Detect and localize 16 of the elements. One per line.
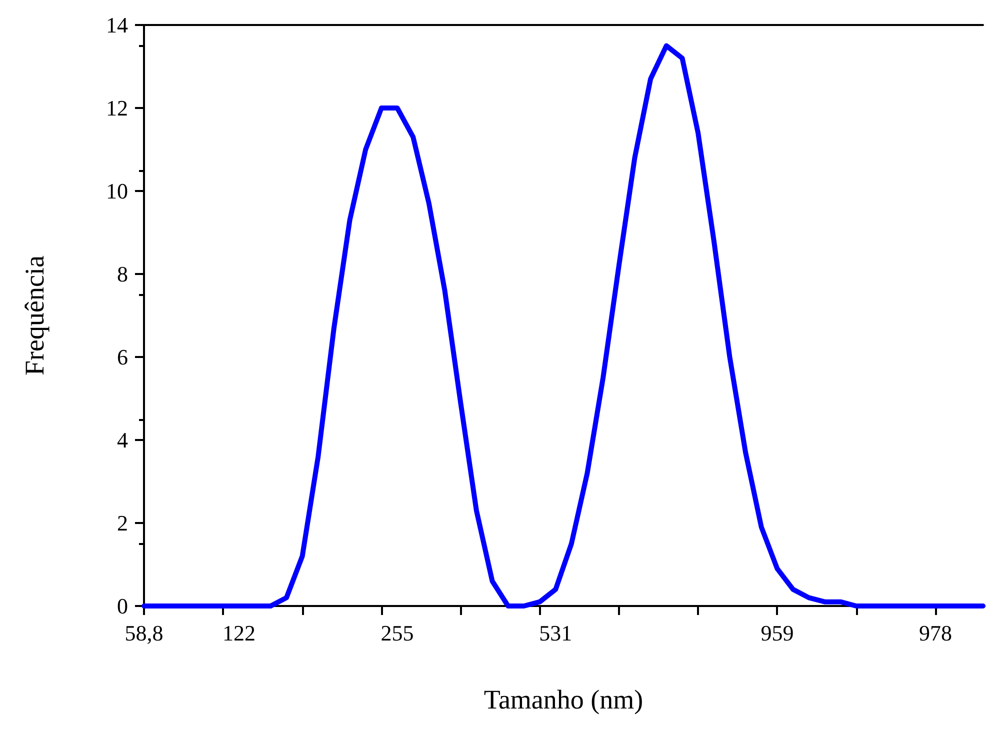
y-tick-label: 10 (106, 178, 128, 204)
y-tick-label: 4 (117, 428, 128, 452)
x-tick-label: 978 (919, 620, 952, 646)
y-tick-label: 2 (117, 510, 128, 536)
x-tick-label: 531 (539, 620, 572, 646)
y-tick-label: 14 (106, 12, 128, 38)
x-tick-label: 255 (380, 620, 414, 646)
y-tick-label: 0 (117, 594, 128, 618)
y-tick-label: 6 (117, 344, 128, 370)
x-axis-title: Tamanho (nm) (484, 684, 644, 714)
x-tick-label: 58,8 (124, 620, 164, 646)
x-tick-label: 959 (760, 620, 794, 646)
x-tick-label: 122 (222, 620, 256, 646)
y-axis-title: Frequência (20, 256, 50, 376)
y-tick-label: 12 (106, 96, 128, 120)
y-tick-label: 8 (117, 262, 128, 286)
